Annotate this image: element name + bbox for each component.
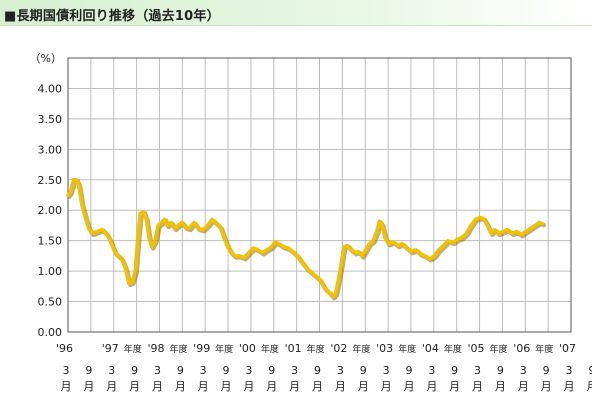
series-line bbox=[66, 178, 544, 299]
x-year-suffix: 年度 bbox=[169, 343, 187, 355]
x-month-number: 9 bbox=[177, 364, 184, 377]
x-year-suffix: 年度 bbox=[535, 343, 553, 355]
x-month-unit: 月 bbox=[106, 380, 117, 393]
y-tick-label: 3.50 bbox=[38, 113, 63, 126]
x-month-number: 3 bbox=[337, 364, 344, 377]
x-month-number: 9 bbox=[268, 364, 275, 377]
x-month-number: 9 bbox=[314, 364, 321, 377]
x-year-label: '97 bbox=[102, 342, 119, 355]
x-year-label: '96 bbox=[56, 342, 73, 355]
x-month-number: 9 bbox=[85, 364, 92, 377]
x-month-number: 9 bbox=[497, 364, 504, 377]
x-month-unit: 月 bbox=[403, 380, 414, 393]
x-year-label: '07 bbox=[559, 342, 576, 355]
y-tick-label: 2.50 bbox=[38, 174, 63, 187]
y-tick-label: 1.50 bbox=[38, 235, 63, 248]
x-year-suffix: 年度 bbox=[490, 343, 508, 355]
y-tick-label: 3.00 bbox=[38, 143, 63, 156]
x-year-suffix: 年度 bbox=[444, 343, 462, 355]
x-year-suffix: 年度 bbox=[398, 343, 416, 355]
x-year-label: '03 bbox=[376, 342, 393, 355]
x-month-number: 3 bbox=[291, 364, 298, 377]
x-month-number: 3 bbox=[245, 364, 252, 377]
x-month-unit: 月 bbox=[335, 380, 346, 393]
x-month-unit: 月 bbox=[83, 380, 94, 393]
x-year-label: '04 bbox=[422, 342, 439, 355]
y-tick-label: 0.50 bbox=[38, 296, 63, 309]
x-month-unit: 月 bbox=[129, 380, 140, 393]
x-month-unit: 月 bbox=[175, 380, 186, 393]
x-month-unit: 月 bbox=[472, 380, 483, 393]
x-year-suffix: 年度 bbox=[215, 343, 233, 355]
x-year-label: '02 bbox=[330, 342, 347, 355]
x-month-unit: 月 bbox=[564, 380, 575, 393]
x-month-number: 3 bbox=[474, 364, 481, 377]
x-month-number: 3 bbox=[154, 364, 161, 377]
x-year-suffix: 年度 bbox=[261, 343, 279, 355]
x-month-number: 3 bbox=[63, 364, 70, 377]
y-tick-label: 4.00 bbox=[38, 82, 63, 95]
x-year-suffix: 年度 bbox=[307, 343, 325, 355]
x-month-number: 3 bbox=[383, 364, 390, 377]
x-month-unit: 月 bbox=[518, 380, 529, 393]
x-month-number: 9 bbox=[223, 364, 230, 377]
x-month-number: 9 bbox=[543, 364, 550, 377]
x-year-label: '05 bbox=[468, 342, 485, 355]
x-month-unit: 月 bbox=[358, 380, 369, 393]
x-month-number: 3 bbox=[200, 364, 207, 377]
x-month-unit: 月 bbox=[586, 380, 592, 393]
x-year-suffix: 年度 bbox=[124, 343, 142, 355]
y-tick-label: 1.00 bbox=[38, 265, 63, 278]
x-month-unit: 月 bbox=[152, 380, 163, 393]
x-month-unit: 月 bbox=[243, 380, 254, 393]
x-month-unit: 月 bbox=[266, 380, 277, 393]
x-year-label: '06 bbox=[513, 342, 530, 355]
x-month-number: 9 bbox=[588, 364, 592, 377]
x-month-number: 9 bbox=[405, 364, 412, 377]
y-tick-label: 0.00 bbox=[38, 326, 63, 339]
x-month-unit: 月 bbox=[61, 380, 72, 393]
x-month-unit: 月 bbox=[449, 380, 460, 393]
x-month-unit: 月 bbox=[426, 380, 437, 393]
x-year-label: '98 bbox=[147, 342, 164, 355]
x-month-unit: 月 bbox=[198, 380, 209, 393]
x-month-unit: 月 bbox=[495, 380, 506, 393]
x-month-number: 3 bbox=[520, 364, 527, 377]
y-tick-label: 2.00 bbox=[38, 204, 63, 217]
x-month-unit: 月 bbox=[221, 380, 232, 393]
x-month-unit: 月 bbox=[312, 380, 323, 393]
title-bar: ■長期国債利回り推移（過去10年） bbox=[0, 0, 592, 26]
x-year-label: '00 bbox=[239, 342, 256, 355]
y-unit-label: （%） bbox=[30, 52, 62, 65]
x-month-number: 3 bbox=[428, 364, 435, 377]
x-month-number: 9 bbox=[131, 364, 138, 377]
page-title: ■長期国債利回り推移（過去10年） bbox=[4, 9, 220, 24]
x-month-number: 3 bbox=[566, 364, 573, 377]
x-month-unit: 月 bbox=[289, 380, 300, 393]
x-month-number: 9 bbox=[360, 364, 367, 377]
x-month-unit: 月 bbox=[541, 380, 552, 393]
x-year-suffix: 年度 bbox=[352, 343, 370, 355]
x-year-label: '01 bbox=[285, 342, 302, 355]
x-month-unit: 月 bbox=[381, 380, 392, 393]
x-year-label: '99 bbox=[193, 342, 210, 355]
x-month-number: 3 bbox=[108, 364, 115, 377]
x-month-number: 9 bbox=[451, 364, 458, 377]
